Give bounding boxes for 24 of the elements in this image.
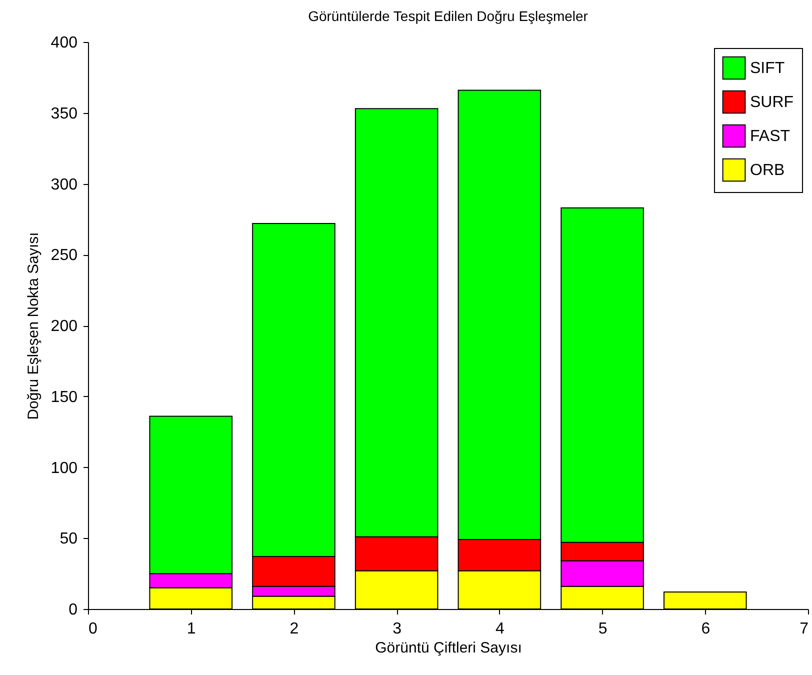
y-axis-title: Doğru Eşleşen Nokta Sayısı (24, 232, 42, 420)
y-tick-label: 200 (50, 318, 78, 335)
y-tick-label: 100 (50, 460, 78, 477)
legend-label: FAST (750, 128, 790, 145)
x-tick-label: 0 (88, 620, 98, 638)
y-tick-label: 250 (50, 247, 78, 264)
x-tick-label: 3 (392, 620, 402, 638)
legend-label: SIFT (750, 60, 785, 77)
x-axis-title: Görüntü Çiftleri Sayısı (375, 640, 522, 656)
legend-label: ORB (750, 162, 785, 179)
y-tick-label: 350 (50, 105, 78, 122)
x-tick-label: 6 (701, 620, 710, 638)
y-tick-label: 150 (50, 388, 78, 406)
x-tick-label: 7 (800, 620, 809, 638)
chart-title: Görüntülerde Tespit Edilen Doğru Eşleşmeler (308, 8, 588, 24)
y-tick-label: 0 (68, 602, 78, 618)
x-tick-label: 4 (495, 620, 504, 638)
y-tick-label: 50 (60, 530, 78, 548)
y-tick-label: 300 (50, 176, 78, 194)
x-tick-label: 1 (186, 620, 196, 638)
x-tick-label: 2 (290, 620, 299, 638)
y-tick-label: 400 (50, 34, 78, 52)
legend-label: SURF (750, 94, 794, 111)
x-tick-label: 5 (598, 620, 608, 638)
